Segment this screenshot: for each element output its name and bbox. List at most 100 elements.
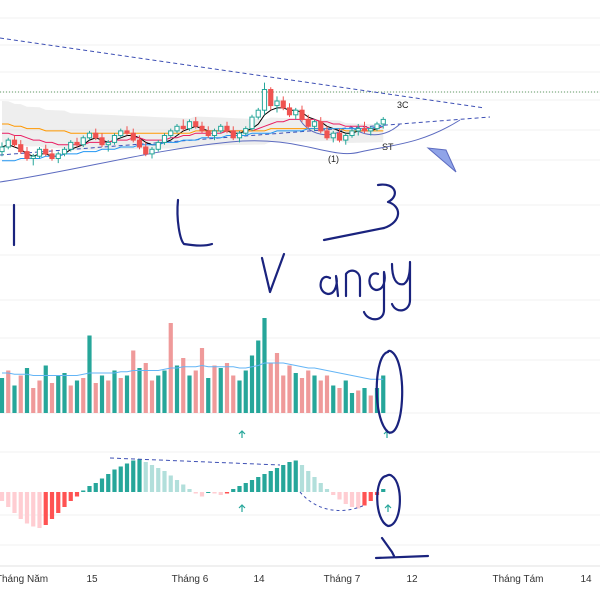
macd-bar	[181, 484, 186, 492]
volume-bar	[243, 370, 248, 413]
candle	[330, 130, 336, 143]
macd-bar	[287, 462, 292, 492]
candle-body	[61, 148, 68, 155]
volume-bar	[181, 358, 186, 413]
macd-bar	[206, 492, 211, 493]
volume-bar	[193, 370, 198, 413]
hand-stroke-n	[344, 269, 362, 298]
macd-bar	[212, 492, 217, 494]
support-curve	[0, 119, 461, 183]
candle-body	[99, 137, 105, 146]
candle	[99, 133, 105, 147]
candle	[161, 133, 168, 145]
macd-bar	[187, 489, 192, 492]
candle-body	[149, 148, 155, 155]
candle	[368, 126, 374, 136]
volume-bar	[149, 380, 155, 413]
candle-body	[186, 121, 193, 130]
candle-body	[211, 130, 218, 136]
candle	[61, 147, 68, 157]
hand-stroke-y	[390, 260, 412, 312]
macd-bar	[306, 471, 311, 492]
x-axis-label: 15	[86, 574, 98, 585]
candle	[11, 135, 18, 147]
candle-body	[136, 139, 143, 148]
macd-bar	[24, 492, 30, 524]
candle	[149, 147, 155, 159]
candle	[93, 128, 99, 141]
trendlines	[0, 37, 491, 183]
candle	[168, 128, 174, 138]
volume-bars	[0, 318, 391, 438]
volume-bar	[349, 393, 355, 413]
volume-bar	[293, 373, 298, 413]
candle	[49, 149, 55, 161]
handwriting-annotations	[12, 183, 430, 560]
macd-bar	[81, 490, 86, 492]
candle	[111, 133, 118, 145]
candle-body	[218, 125, 224, 132]
candle	[280, 96, 286, 111]
candle-body	[111, 135, 118, 143]
volume-bar	[31, 388, 36, 413]
macd-bar	[87, 486, 92, 492]
macd-bar	[12, 492, 17, 513]
candle	[118, 128, 124, 138]
macd-bar	[262, 474, 267, 492]
volume-bar	[362, 388, 367, 413]
label-1: (1)	[328, 154, 339, 164]
candle-body	[236, 132, 243, 139]
candle-body	[336, 132, 343, 141]
volume-bar	[124, 375, 130, 413]
macd-bar	[68, 492, 73, 501]
hand-circle-volume	[375, 349, 404, 434]
volume-bar	[37, 380, 42, 413]
volume-bar	[112, 370, 117, 413]
volume-signal-arrow-0	[238, 430, 246, 438]
volume-bar	[174, 365, 180, 413]
candle-body	[299, 109, 305, 120]
volume-bar	[93, 383, 98, 413]
volume-bar	[18, 375, 23, 413]
candle	[80, 135, 86, 147]
candle-body	[174, 125, 180, 132]
volume-bar	[262, 318, 267, 413]
candle-body	[193, 121, 199, 127]
candle	[130, 128, 136, 143]
macd-bar	[243, 483, 248, 492]
candle	[318, 117, 324, 134]
candle	[199, 121, 205, 134]
macd-divergence-line	[109, 457, 281, 466]
candle	[124, 126, 130, 136]
macd-bar	[149, 465, 155, 492]
candle-body	[68, 141, 74, 150]
macd-bar	[312, 477, 317, 492]
candle	[5, 137, 11, 150]
volume-bar	[224, 363, 230, 413]
candle-body	[30, 155, 36, 159]
macd-bar	[93, 483, 98, 492]
candle	[193, 117, 199, 129]
macd-bar	[193, 492, 198, 494]
candle	[261, 82, 268, 115]
macd-bar	[349, 492, 355, 507]
volume-bar	[12, 385, 17, 413]
upper-trendline	[0, 37, 486, 109]
candle	[0, 142, 5, 157]
pointer-arrow	[426, 147, 457, 173]
macd-bar	[31, 492, 36, 527]
candle-body	[255, 109, 261, 118]
candle-body	[130, 132, 136, 141]
volume-bar	[143, 363, 148, 413]
candle-body	[368, 128, 374, 132]
candle	[218, 124, 224, 134]
candle-body	[311, 121, 318, 127]
label-st: ST	[382, 142, 394, 152]
volume-bar	[212, 365, 217, 413]
macd-bar	[274, 468, 280, 492]
x-axis-label: Tháng Năm	[0, 574, 48, 585]
volume-bar	[0, 378, 5, 413]
volume-bar	[231, 375, 236, 413]
candle	[230, 126, 236, 141]
macd-bar	[0, 492, 5, 501]
